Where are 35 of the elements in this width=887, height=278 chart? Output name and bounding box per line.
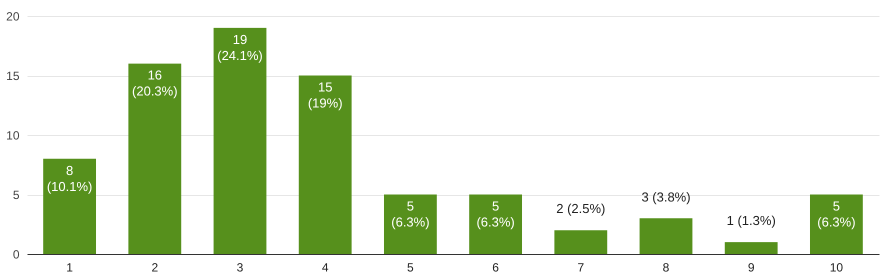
x-tick-label: 1 [66,260,74,274]
bar [384,194,437,254]
data-label: 3 (3.8%) [641,189,691,204]
data-label: 19 (24.1%) [217,32,263,63]
x-tick-label: 9 [748,260,755,274]
y-tick-label: 10 [6,128,20,142]
data-label: 8 (10.1%) [46,162,92,194]
x-tick-label: 4 [322,260,329,274]
bar [810,194,863,254]
y-tick-label: 5 [12,188,20,202]
data-label: 5 (6.3%) [391,198,430,230]
bar [724,242,778,254]
bar [128,64,182,254]
data-label: 5 (6.3%) [817,198,856,230]
bar [640,218,692,254]
data-label: 5 (6.3%) [476,198,515,230]
bar [298,76,352,254]
y-tick-label: 20 [6,10,20,24]
bar [43,158,96,254]
x-tick-label: 5 [407,260,414,274]
data-label: 2 (2.5%) [556,201,606,216]
x-tick-label: 7 [577,260,584,274]
x-tick-label: 3 [236,260,244,274]
x-tick-label: 8 [662,260,670,274]
bar [469,194,522,254]
x-tick-label: 10 [830,260,844,274]
x-tick-label: 6 [492,260,500,274]
data-label: 1 (1.3%) [726,213,776,228]
y-tick-label: 0 [12,248,20,262]
data-label: 16 (20.3%) [132,68,178,99]
y-tick-label: 15 [6,69,20,83]
x-tick-label: 2 [151,260,158,274]
bar [554,230,608,254]
bar [214,28,266,254]
data-label: 15 (19%) [308,80,343,110]
